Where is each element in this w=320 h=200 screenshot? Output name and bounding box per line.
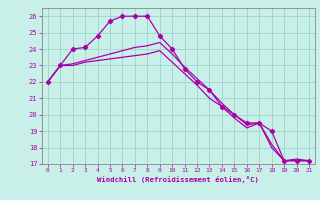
X-axis label: Windchill (Refroidissement éolien,°C): Windchill (Refroidissement éolien,°C) [98,176,259,183]
